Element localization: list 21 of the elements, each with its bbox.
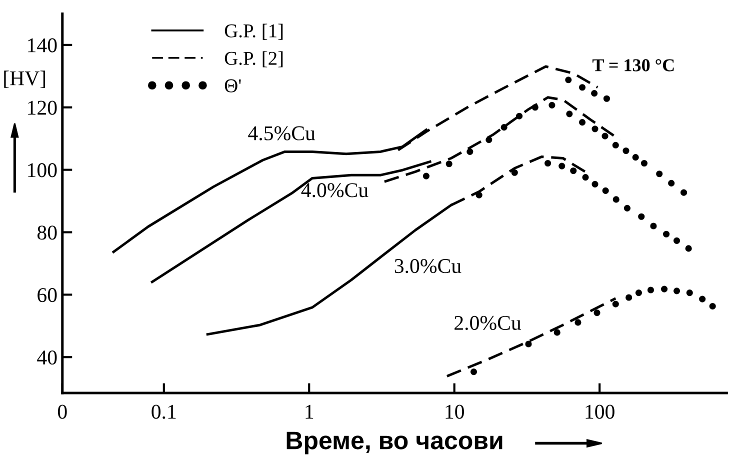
x-tick-label: 0 xyxy=(58,404,67,419)
x-tick-label: 1 xyxy=(306,404,314,419)
x-tick-label: 0.1 xyxy=(152,404,176,419)
annotation: 4.0%Cu xyxy=(301,183,368,198)
annotation: 3.0%Cu xyxy=(394,259,462,274)
annotation: 4.5%Cu xyxy=(248,126,316,140)
y-axis-title: [HV] xyxy=(4,70,46,88)
y-tick-label: 120 xyxy=(28,100,57,115)
legend-label: G.P. [1] xyxy=(224,24,283,40)
x-tick-label: 10 xyxy=(446,404,464,419)
y-tick-label: 60 xyxy=(38,288,57,302)
y-tick-label: 100 xyxy=(28,163,57,178)
y-tick-label: 140 xyxy=(28,38,57,52)
y-tick-label: 80 xyxy=(37,226,57,240)
legend-label: Θ' xyxy=(224,79,241,92)
x-axis-title: Време, во часови xyxy=(286,432,502,454)
y-tick-label: 40 xyxy=(37,350,57,365)
annotation: 2.0%Cu xyxy=(454,316,522,330)
annotation: T = 130 °C xyxy=(592,59,674,72)
x-tick-label: 100 xyxy=(586,404,614,419)
legend-label: G.P. [2] xyxy=(224,51,283,68)
